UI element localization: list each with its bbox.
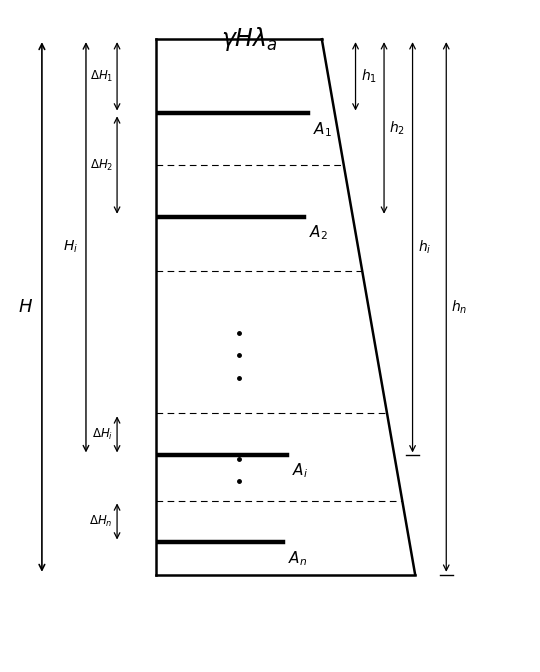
Text: $A_1$: $A_1$ [313,120,332,138]
Text: $h_i$: $h_i$ [418,239,431,256]
Text: $\Delta H_2$: $\Delta H_2$ [90,157,113,173]
Text: $A_2$: $A_2$ [309,223,328,242]
Text: $A_n$: $A_n$ [288,549,307,568]
Text: $\Delta H_1$: $\Delta H_1$ [90,69,113,84]
Text: $\gamma H \lambda_a$: $\gamma H \lambda_a$ [221,26,278,53]
Text: $h_2$: $h_2$ [389,119,405,136]
Text: $\Delta H_n$: $\Delta H_n$ [90,514,113,529]
Text: $H_i$: $H_i$ [63,239,78,255]
Text: $A_i$: $A_i$ [292,462,308,480]
Text: $h_1$: $h_1$ [361,68,377,85]
Text: $\Delta H_i$: $\Delta H_i$ [92,427,113,442]
Text: $h_n$: $h_n$ [451,298,468,316]
Text: $H$: $H$ [17,298,32,316]
